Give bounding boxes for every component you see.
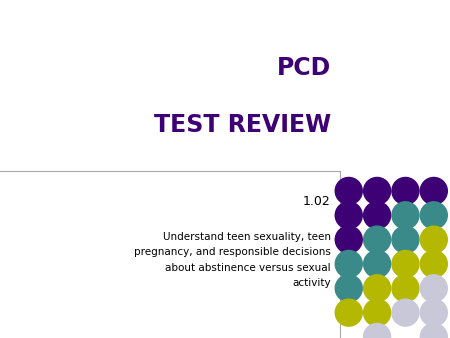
Ellipse shape [420,226,447,253]
Ellipse shape [335,202,362,229]
Text: Understand teen sexuality, teen
pregnancy, and responsible decisions
about absti: Understand teen sexuality, teen pregnanc… [134,232,331,288]
Ellipse shape [420,202,447,229]
Ellipse shape [364,202,391,229]
Text: TEST REVIEW: TEST REVIEW [153,113,331,137]
Ellipse shape [420,250,447,277]
Ellipse shape [420,299,447,326]
Ellipse shape [392,250,419,277]
Ellipse shape [364,275,391,302]
Ellipse shape [420,323,447,338]
Ellipse shape [392,299,419,326]
Ellipse shape [335,250,362,277]
Ellipse shape [392,202,419,229]
Ellipse shape [392,275,419,302]
Ellipse shape [335,275,362,302]
Ellipse shape [364,323,391,338]
Ellipse shape [335,226,362,253]
Ellipse shape [335,299,362,326]
Ellipse shape [392,177,419,204]
Ellipse shape [335,177,362,204]
Ellipse shape [420,275,447,302]
Ellipse shape [364,226,391,253]
Ellipse shape [420,177,447,204]
Text: 1.02: 1.02 [303,195,331,208]
Ellipse shape [364,177,391,204]
Ellipse shape [392,226,419,253]
Text: PCD: PCD [276,55,331,80]
Ellipse shape [364,250,391,277]
Ellipse shape [364,299,391,326]
